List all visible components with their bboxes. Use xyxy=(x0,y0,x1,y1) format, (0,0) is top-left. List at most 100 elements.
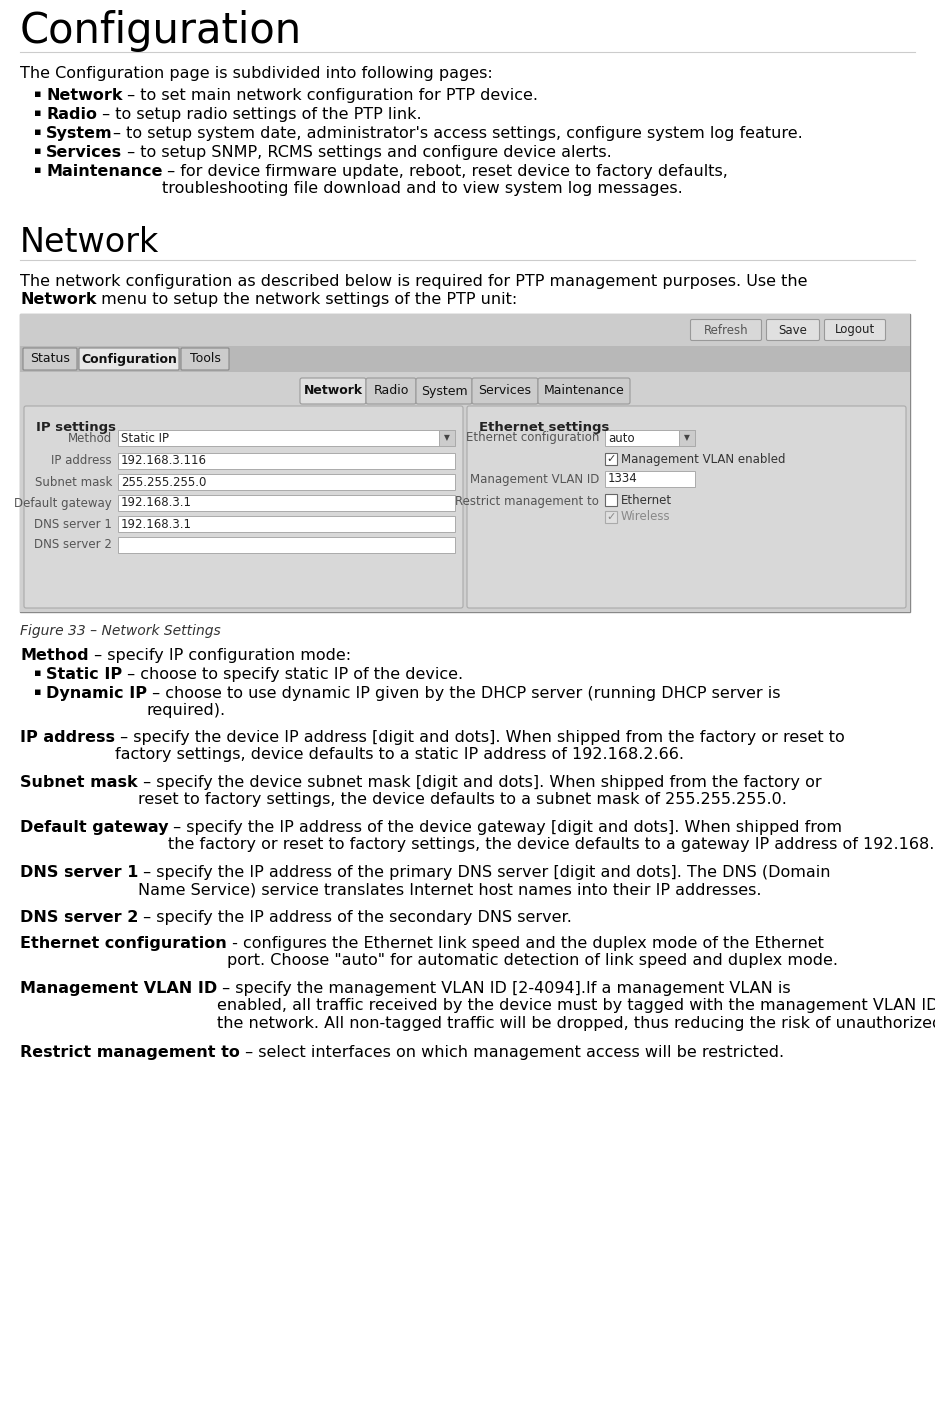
Text: – specify the IP address of the device gateway [digit and dots]. When shipped fr: – specify the IP address of the device g… xyxy=(168,820,935,852)
Text: Default gateway: Default gateway xyxy=(14,497,112,509)
Text: – select interfaces on which management access will be restricted.: – select interfaces on which management … xyxy=(240,1044,784,1060)
Text: Method: Method xyxy=(67,431,112,444)
Bar xyxy=(605,511,617,524)
Text: – to setup SNMP, RCMS settings and configure device alerts.: – to setup SNMP, RCMS settings and confi… xyxy=(122,145,611,159)
FancyBboxPatch shape xyxy=(691,320,761,340)
Text: Save: Save xyxy=(779,323,808,336)
Text: – to set main network configuration for PTP device.: – to set main network configuration for … xyxy=(122,88,539,102)
FancyBboxPatch shape xyxy=(366,379,416,404)
Bar xyxy=(118,453,455,470)
Text: ▼: ▼ xyxy=(684,434,690,443)
Text: 192.168.3.1: 192.168.3.1 xyxy=(121,497,192,509)
Text: 255.255.255.0: 255.255.255.0 xyxy=(121,475,207,488)
Text: – specify IP configuration mode:: – specify IP configuration mode: xyxy=(89,647,351,663)
Text: Ethernet configuration: Ethernet configuration xyxy=(466,431,599,444)
Text: System: System xyxy=(46,127,112,141)
Text: Dynamic IP: Dynamic IP xyxy=(46,686,147,702)
FancyBboxPatch shape xyxy=(767,320,819,340)
Text: DNS server 1: DNS server 1 xyxy=(34,518,112,531)
Text: – specify the management VLAN ID [2-4094].If a management VLAN is
enabled, all t: – specify the management VLAN ID [2-4094… xyxy=(217,980,935,1030)
Bar xyxy=(20,346,910,371)
Text: The Configuration page is subdivided into following pages:: The Configuration page is subdivided int… xyxy=(20,65,493,81)
Bar xyxy=(679,430,695,445)
Text: DNS server 2: DNS server 2 xyxy=(34,538,112,552)
Bar xyxy=(605,430,695,445)
Bar xyxy=(20,314,910,612)
Text: ✓: ✓ xyxy=(607,454,616,464)
Text: – specify the IP address of the secondary DNS server.: – specify the IP address of the secondar… xyxy=(138,909,572,925)
Text: 192.168.3.1: 192.168.3.1 xyxy=(121,518,192,531)
Text: Maintenance: Maintenance xyxy=(46,164,163,179)
Text: ▪: ▪ xyxy=(34,147,41,157)
FancyBboxPatch shape xyxy=(472,379,538,404)
Text: Logout: Logout xyxy=(835,323,875,336)
FancyBboxPatch shape xyxy=(79,349,179,370)
Text: The network configuration as described below is required for PTP management purp: The network configuration as described b… xyxy=(20,275,808,289)
Text: Maintenance: Maintenance xyxy=(543,384,625,397)
Text: IP address: IP address xyxy=(20,730,115,746)
Text: Static IP: Static IP xyxy=(46,667,122,682)
Text: Radio: Radio xyxy=(46,107,97,122)
FancyBboxPatch shape xyxy=(416,379,472,404)
FancyBboxPatch shape xyxy=(467,406,906,608)
Text: – to setup system date, administrator's access settings, configure system log fe: – to setup system date, administrator's … xyxy=(112,127,802,141)
Text: Network: Network xyxy=(304,384,363,397)
Text: Network: Network xyxy=(46,88,122,102)
Text: Figure 33 – Network Settings: Figure 33 – Network Settings xyxy=(20,625,221,638)
Text: Refresh: Refresh xyxy=(704,323,748,336)
Text: – specify the IP address of the primary DNS server [digit and dots]. The DNS (Do: – specify the IP address of the primary … xyxy=(138,865,831,898)
FancyBboxPatch shape xyxy=(300,379,366,404)
Text: Status: Status xyxy=(30,353,70,366)
FancyBboxPatch shape xyxy=(23,349,77,370)
FancyBboxPatch shape xyxy=(538,379,630,404)
Bar xyxy=(605,453,617,465)
Bar xyxy=(605,471,695,487)
Text: 192.168.3.116: 192.168.3.116 xyxy=(121,454,207,468)
Text: Management VLAN ID: Management VLAN ID xyxy=(469,472,599,485)
Bar xyxy=(118,517,455,532)
Text: – for device firmware update, reboot, reset device to factory defaults,
troubles: – for device firmware update, reboot, re… xyxy=(163,164,728,196)
Text: ▪: ▪ xyxy=(34,667,41,677)
Text: Network: Network xyxy=(20,292,96,307)
Text: Configuration: Configuration xyxy=(20,10,302,53)
Text: Restrict management to: Restrict management to xyxy=(20,1044,240,1060)
Bar xyxy=(20,314,910,346)
Text: – choose to specify static IP of the device.: – choose to specify static IP of the dev… xyxy=(122,667,463,682)
Bar xyxy=(118,430,455,445)
Text: Tools: Tools xyxy=(190,353,221,366)
Text: – specify the device IP address [digit and dots]. When shipped from the factory : – specify the device IP address [digit a… xyxy=(115,730,844,763)
Text: Wireless: Wireless xyxy=(621,511,670,524)
Bar xyxy=(605,494,617,507)
FancyBboxPatch shape xyxy=(825,320,885,340)
Bar xyxy=(118,536,455,554)
Text: Subnet mask: Subnet mask xyxy=(20,776,137,790)
Text: auto: auto xyxy=(608,431,635,444)
Bar xyxy=(118,495,455,511)
Text: Services: Services xyxy=(46,145,122,159)
Text: Default gateway: Default gateway xyxy=(20,820,168,835)
Text: ✓: ✓ xyxy=(607,512,616,522)
Text: – choose to use dynamic IP given by the DHCP server (running DHCP server is
requ: – choose to use dynamic IP given by the … xyxy=(147,686,781,719)
Text: Configuration: Configuration xyxy=(81,353,177,366)
Bar xyxy=(20,371,910,612)
Text: ▼: ▼ xyxy=(444,434,450,443)
FancyBboxPatch shape xyxy=(181,349,229,370)
Text: Services: Services xyxy=(479,384,531,397)
FancyBboxPatch shape xyxy=(24,406,463,608)
Text: ▪: ▪ xyxy=(34,165,41,175)
Text: DNS server 2: DNS server 2 xyxy=(20,909,138,925)
Text: – specify the device subnet mask [digit and dots]. When shipped from the factory: – specify the device subnet mask [digit … xyxy=(137,776,821,807)
Text: Network: Network xyxy=(20,226,159,259)
Text: DNS server 1: DNS server 1 xyxy=(20,865,138,879)
Bar xyxy=(439,430,455,445)
Text: Method: Method xyxy=(20,647,89,663)
Text: - configures the Ethernet link speed and the duplex mode of the Ethernet
port. C: - configures the Ethernet link speed and… xyxy=(227,936,838,969)
Text: Management VLAN enabled: Management VLAN enabled xyxy=(621,453,785,465)
Text: Static IP: Static IP xyxy=(121,431,169,444)
Text: ▪: ▪ xyxy=(34,108,41,118)
Text: ▪: ▪ xyxy=(34,127,41,137)
Text: 1334: 1334 xyxy=(608,472,638,485)
Text: Ethernet settings: Ethernet settings xyxy=(479,421,610,434)
Text: ▪: ▪ xyxy=(34,687,41,697)
Text: Ethernet configuration: Ethernet configuration xyxy=(20,936,227,951)
